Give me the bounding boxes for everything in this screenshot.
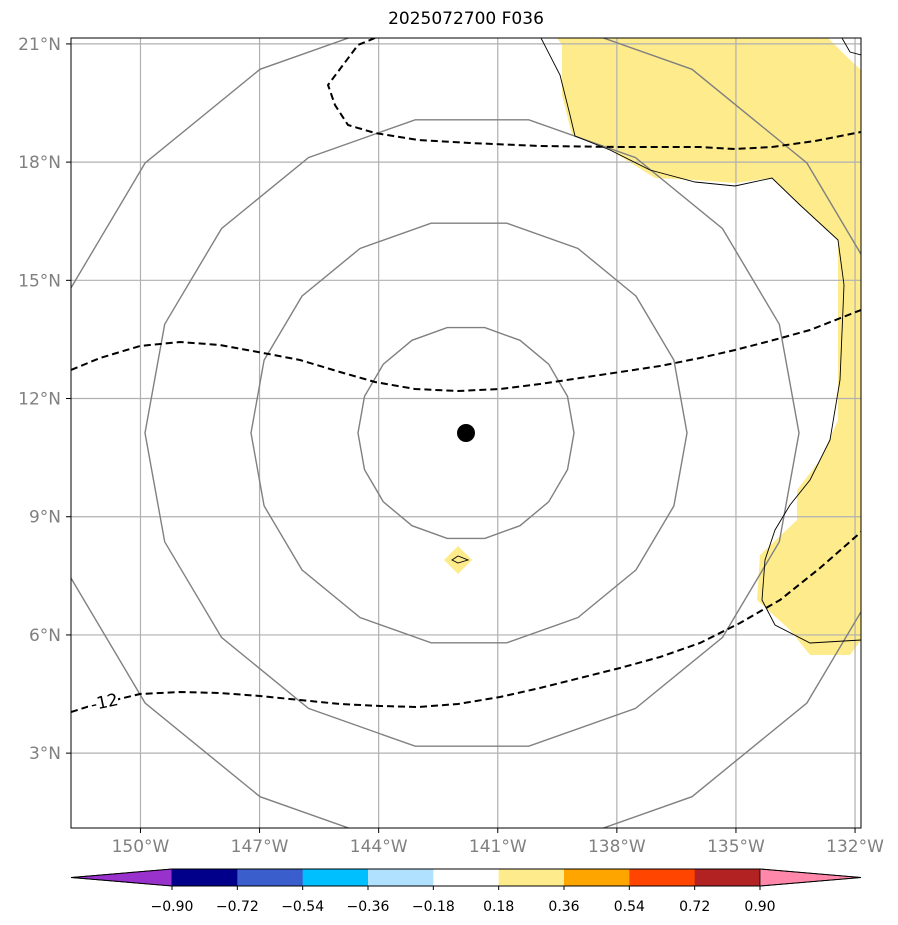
gray-contours [71,38,861,828]
storm-center-marker [457,424,475,442]
colorbar-extend-high [759,868,862,887]
lon-label: 135°W [707,837,765,857]
gray-contour-ring [144,119,800,747]
fill-region-small [444,546,472,574]
dashed-contour-middle [71,309,861,393]
dashed-contour-south [71,531,861,713]
colorbar: −0.90 −0.72 −0.54 −0.36 −0.18 0.18 0.36 0.54 0.7… [70,868,862,915]
colorbar-segment [694,869,761,886]
lat-label: 3°N [29,744,61,764]
colorbar-segment [433,869,500,886]
lat-label: 18°N [18,153,61,173]
colorbar-label: −0.72 [216,899,259,915]
colorbar-segment [237,869,304,886]
lon-label: 144°W [350,837,408,857]
dashed-contour-north [326,38,861,151]
colorbar-segment [172,869,238,886]
colorbar-label: 0.18 [483,899,514,915]
thin-outline-corner [841,38,861,56]
colorbar-label: −0.36 [347,899,390,915]
colorbar-label: 0.36 [548,899,579,915]
colorbar-segment [629,869,696,886]
positive-anomaly-fill [444,38,861,655]
thin-outline [451,38,861,644]
colorbar-segment [498,869,565,886]
colorbar-label: −0.18 [412,899,455,915]
dashed-contours [71,38,861,713]
colorbar-segment [368,869,434,886]
colorbar-label: 0.72 [679,899,710,915]
thin-outline-small [451,555,470,564]
colorbar-label: −0.90 [151,899,194,915]
latitude-ticks: 21°N 18°N 15°N 12°N 9°N 6°N 3°N [18,35,71,764]
gray-contour-ring [71,38,861,828]
map-title: 2025072700 F036 [388,9,544,29]
gray-contour-ring [357,326,575,540]
lat-label: 6°N [29,626,61,646]
gray-contour-ring [250,222,688,644]
map-area: -12 [71,38,861,828]
colorbar-label: 0.90 [744,899,775,915]
lon-label: 132°W [826,837,884,857]
lon-label: 150°W [112,837,170,857]
contour-label-bg [88,690,118,710]
longitude-ticks: 150°W 147°W 144°W 141°W 138°W 135°W 132°W [112,828,884,857]
lat-label: 15°N [18,271,61,291]
lon-label: 147°W [231,837,289,857]
fill-region-northeast [557,38,861,655]
lon-label: 138°W [588,837,646,857]
map-frame [70,37,862,829]
colorbar-segment [564,869,630,886]
colorbar-extend-low [70,868,173,887]
lat-label: 21°N [18,35,61,55]
colorbar-label: −0.54 [281,899,324,915]
colorbar-label: 0.54 [614,899,645,915]
lat-label: 9°N [29,508,61,528]
thin-outline-east [540,38,861,644]
colorbar-segment [302,869,369,886]
lon-label: 141°W [469,837,527,857]
lat-label: 12°N [18,390,61,410]
